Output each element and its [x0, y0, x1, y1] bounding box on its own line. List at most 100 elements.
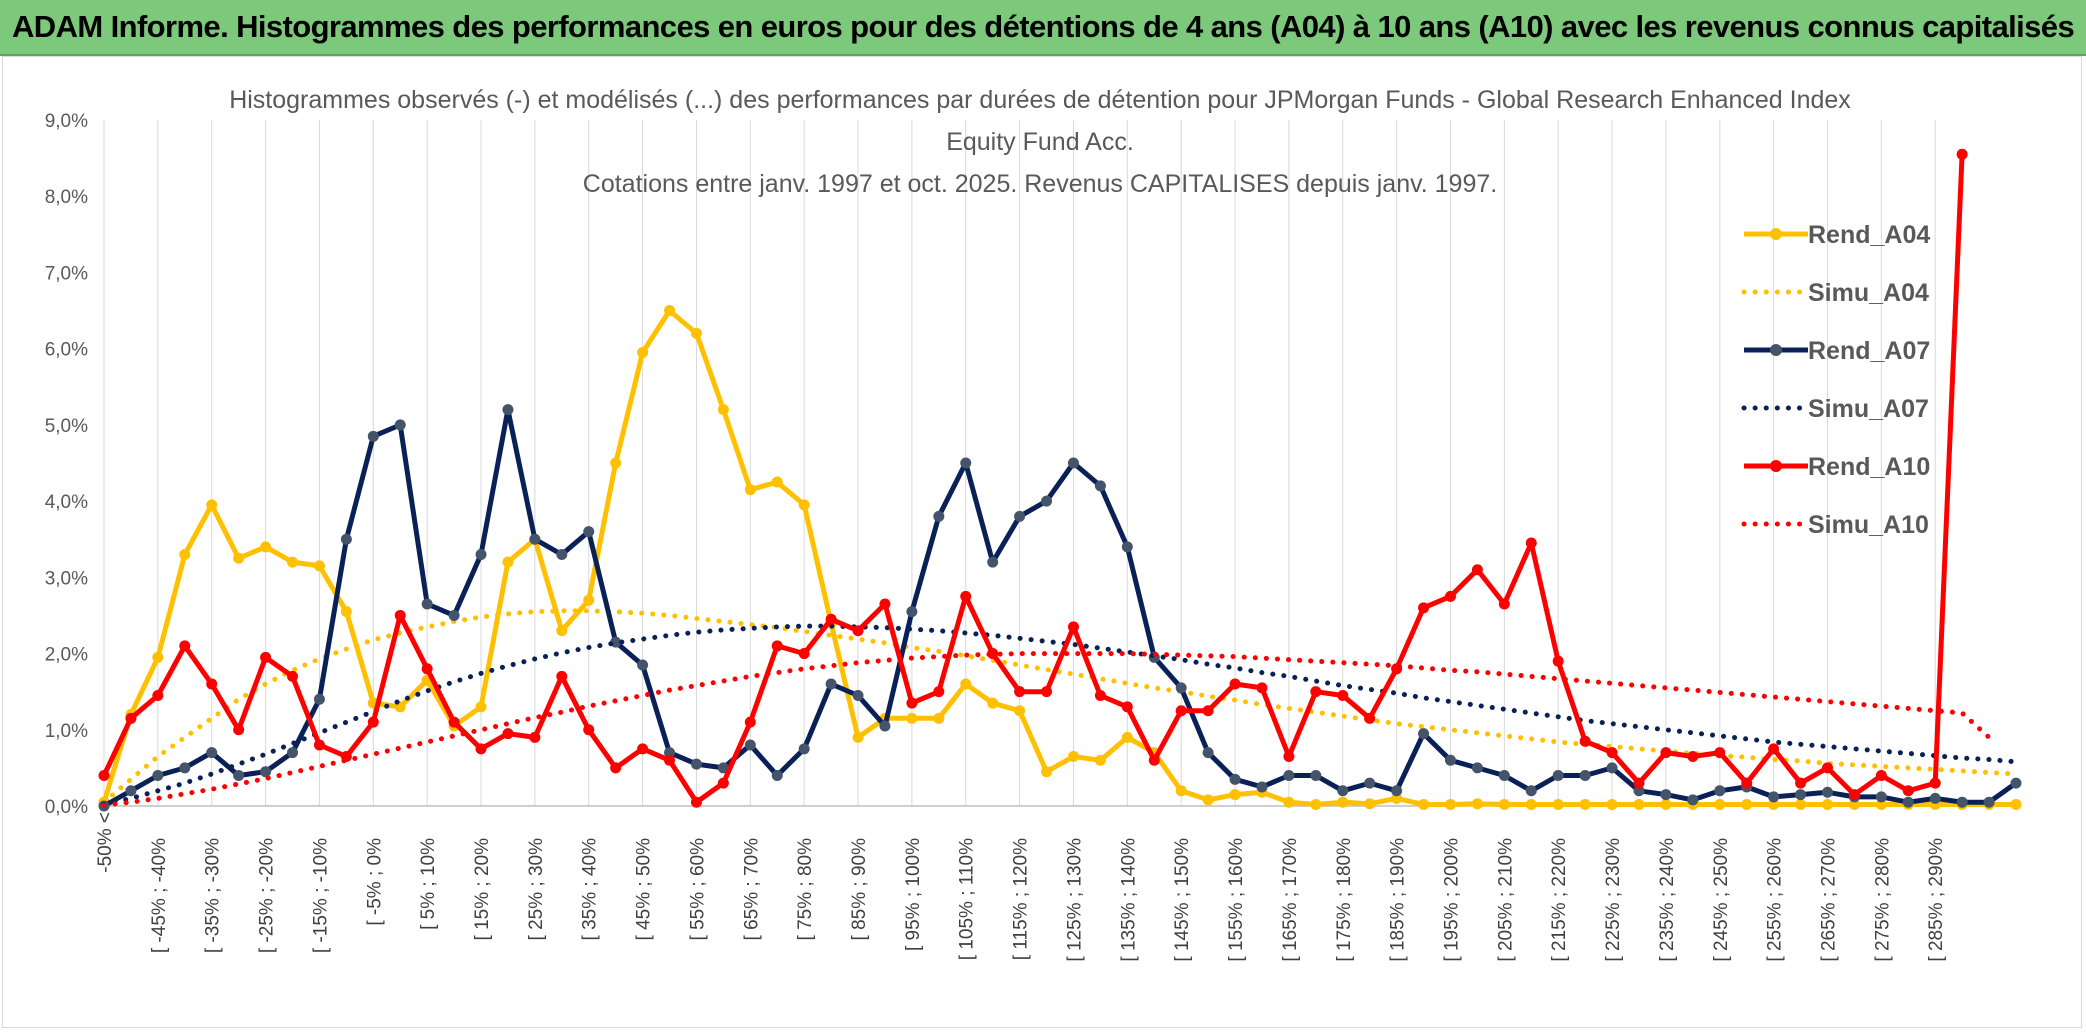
data-point [960, 590, 972, 602]
data-point [421, 598, 433, 610]
data-point [233, 770, 245, 782]
data-point [1821, 762, 1833, 774]
x-tick-label: [ 245% ; 250% [1711, 838, 1732, 962]
data-point [125, 785, 137, 797]
data-point [717, 762, 729, 774]
data-point [1094, 689, 1106, 701]
data-point [1283, 770, 1295, 782]
data-point [502, 404, 514, 416]
data-point [125, 712, 137, 724]
data-point [1175, 785, 1187, 797]
data-point [556, 670, 568, 682]
data-point [583, 594, 595, 606]
data-point [1633, 777, 1645, 789]
data-point [690, 758, 702, 770]
data-point [1391, 785, 1403, 797]
x-tick-label: [ -15% ; -10% [310, 838, 331, 953]
data-point [1525, 537, 1537, 549]
data-point [287, 556, 299, 568]
data-point [1929, 792, 1941, 804]
x-tick-label: [ 225% ; 230% [1603, 838, 1624, 962]
data-point [1795, 777, 1807, 789]
data-point [1014, 686, 1026, 698]
data-point [529, 533, 541, 545]
data-point [987, 697, 999, 709]
data-point [529, 731, 541, 743]
data-point [1552, 798, 1564, 810]
x-tick-label: [ 155% ; 160% [1226, 838, 1247, 962]
data-point [879, 598, 891, 610]
data-point [1929, 777, 1941, 789]
data-point [637, 346, 649, 358]
data-point [1579, 770, 1591, 782]
data-point [744, 739, 756, 751]
data-point [1902, 785, 1914, 797]
data-point [367, 430, 379, 442]
data-point [690, 327, 702, 339]
data-point [610, 762, 622, 774]
data-point [771, 476, 783, 488]
data-point [448, 716, 460, 728]
x-tick-label: [ 115% ; 120% [1011, 838, 1032, 960]
data-point [1418, 798, 1430, 810]
data-point [1471, 564, 1483, 576]
y-tick-label: 1,0% [45, 721, 88, 742]
chart-frame [2, 56, 2082, 1028]
header-banner: ADAM Informe. Histogrammes des performan… [0, 0, 2086, 56]
data-point [1714, 747, 1726, 759]
data-point [1606, 798, 1618, 810]
data-point [906, 712, 918, 724]
data-point [1041, 495, 1053, 507]
data-point [260, 651, 272, 663]
x-tick-label: [ 85% ; 90% [849, 838, 870, 941]
data-point [610, 457, 622, 469]
legend-label: Rend_A07 [1808, 337, 1930, 365]
data-point [1444, 590, 1456, 602]
data-point [1579, 735, 1591, 747]
data-point [771, 640, 783, 652]
data-point [1956, 148, 1968, 160]
legend-label: Simu_A10 [1808, 511, 1929, 539]
data-point [421, 663, 433, 675]
legend-label: Simu_A07 [1808, 395, 1929, 423]
x-tick-label: [ 255% ; 260% [1765, 838, 1786, 962]
x-tick-label: [ 15% ; 20% [472, 838, 493, 941]
data-point [1552, 770, 1564, 782]
data-point [448, 609, 460, 621]
data-point [1256, 682, 1268, 694]
data-point [1202, 794, 1214, 806]
data-point [1956, 796, 1968, 808]
data-point [313, 739, 325, 751]
data-point [475, 548, 487, 560]
data-point [1310, 798, 1322, 810]
data-point [1364, 798, 1376, 810]
data-point [1768, 743, 1780, 755]
data-point [1606, 762, 1618, 774]
chart-title-line: Equity Fund Acc. [946, 128, 1134, 156]
chart-title-line: Histogrammes observés (-) et modélisés (… [229, 86, 1851, 114]
data-point [1310, 686, 1322, 698]
data-point [98, 770, 110, 782]
data-point [1579, 798, 1591, 810]
data-point [960, 457, 972, 469]
data-point [340, 606, 352, 618]
legend-marker [1770, 460, 1782, 472]
data-point [2010, 777, 2022, 789]
x-tick-label: [ 215% ; 220% [1549, 838, 1570, 962]
data-point [1094, 480, 1106, 492]
x-tick-label: [ 65% ; 70% [741, 838, 762, 941]
data-point [933, 510, 945, 522]
data-point [367, 716, 379, 728]
y-tick-label: 9,0% [45, 111, 88, 132]
data-point [1902, 796, 1914, 808]
data-point [1768, 798, 1780, 810]
data-point [1983, 796, 1995, 808]
data-point [1741, 777, 1753, 789]
data-point [771, 770, 783, 782]
data-point [1498, 598, 1510, 610]
series-line-Rend_A07 [102, 407, 2018, 809]
data-point [179, 762, 191, 774]
series-line-Rend_A04 [101, 308, 2016, 807]
data-point [556, 625, 568, 637]
